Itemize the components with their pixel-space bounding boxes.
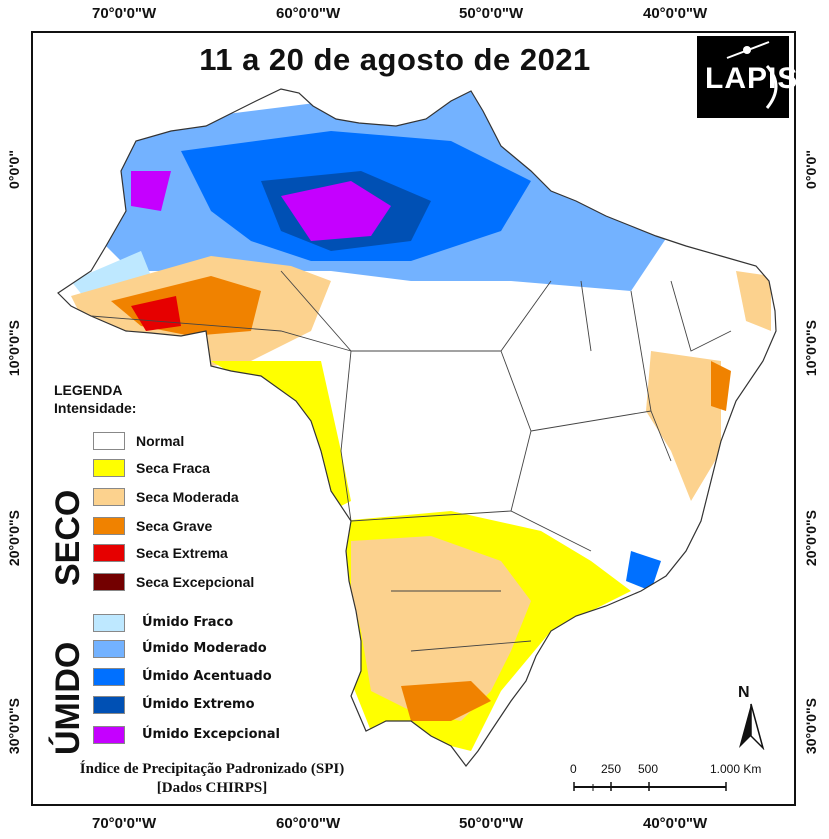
lat-tick-left-20s: 20°0'0"S bbox=[6, 510, 22, 567]
lat-tick-right-0: 0°0'0" bbox=[803, 150, 819, 189]
map-frame bbox=[31, 31, 796, 806]
index-caption-line1: Índice de Precipitação Padronizado (SPI) bbox=[79, 761, 345, 777]
lon-tick-top-70w: 70°0'0"W bbox=[92, 5, 157, 22]
legend-label-normal: Normal bbox=[136, 433, 185, 449]
north-arrow-icon bbox=[739, 703, 765, 750]
legend-label-umido-extremo: Úmido Extremo bbox=[142, 697, 255, 712]
map-title: 11 a 20 de agosto de 2021 bbox=[199, 42, 591, 77]
lat-tick-right-10s: 10°0'0"S bbox=[803, 320, 819, 377]
legend-swatch-seca-extrema bbox=[93, 544, 125, 562]
lapis-logo: LAPIS bbox=[697, 36, 797, 118]
scale-label-0: 0 bbox=[570, 762, 577, 776]
legend-group-dry: SECO bbox=[49, 489, 87, 586]
legend-swatch-umido-excepcional bbox=[93, 726, 125, 744]
legend-label-umido-fraco: Úmido Fraco bbox=[142, 615, 234, 630]
lon-tick-top-40w: 40°0'0"W bbox=[643, 5, 708, 22]
legend-swatch-umido-extremo bbox=[93, 696, 125, 714]
lat-tick-right-20s: 20°0'0"S bbox=[803, 510, 819, 567]
lon-tick-bottom-40w: 40°0'0"W bbox=[643, 815, 708, 832]
legend-swatch-umido-fraco bbox=[93, 614, 125, 632]
north-label: N bbox=[738, 684, 750, 701]
legend-title: LEGENDA Intensidade: bbox=[54, 381, 136, 417]
lat-tick-right-30s: 30°0'0"S bbox=[803, 698, 819, 755]
legend-label-seca-fraca: Seca Fraca bbox=[136, 460, 210, 476]
scale-label-500: 500 bbox=[638, 762, 659, 776]
legend-subheading: Intensidade: bbox=[54, 400, 137, 416]
lon-tick-bottom-70w: 70°0'0"W bbox=[92, 815, 157, 832]
legend-label-seca-excepcional: Seca Excepcional bbox=[136, 574, 255, 590]
lon-tick-bottom-50w: 50°0'0"W bbox=[459, 815, 524, 832]
lon-tick-top-60w: 60°0'0"W bbox=[276, 5, 341, 22]
index-caption: Índice de Precipitação Padronizado (SPI)… bbox=[52, 760, 372, 798]
legend-swatch-umido-moderado bbox=[93, 640, 125, 658]
legend-swatch-umido-acentuado bbox=[93, 668, 125, 686]
lon-tick-bottom-60w: 60°0'0"W bbox=[276, 815, 341, 832]
legend-swatch-seca-fraca bbox=[93, 459, 125, 477]
legend-swatch-normal bbox=[93, 432, 125, 450]
scale-label-1000: 1.000 Km bbox=[710, 762, 762, 776]
index-caption-line2: [Dados CHIRPS] bbox=[156, 780, 268, 796]
logo-text: LAPIS bbox=[705, 62, 799, 95]
lat-tick-left-10s: 10°0'0"S bbox=[6, 320, 22, 377]
scale-label-250: 250 bbox=[601, 762, 622, 776]
scale-bar bbox=[573, 782, 727, 791]
legend-label-umido-excepcional: Úmido Excepcional bbox=[142, 727, 280, 742]
brazil-map bbox=[57, 88, 777, 767]
legend-swatch-seca-moderada bbox=[93, 488, 125, 506]
legend-label-seca-moderada: Seca Moderada bbox=[136, 489, 239, 505]
lon-tick-top-50w: 50°0'0"W bbox=[459, 5, 524, 22]
lat-tick-left-30s: 30°0'0"S bbox=[6, 698, 22, 755]
legend-label-umido-acentuado: Úmido Acentuado bbox=[142, 669, 272, 684]
legend-label-seca-extrema: Seca Extrema bbox=[136, 545, 228, 561]
lat-tick-left-0: 0°0'0" bbox=[6, 150, 22, 189]
legend-swatch-seca-excepcional bbox=[93, 573, 125, 591]
legend-swatch-seca-grave bbox=[93, 517, 125, 535]
legend-group-wet: ÚMIDO bbox=[49, 641, 87, 755]
legend-label-umido-moderado: Úmido Moderado bbox=[142, 641, 267, 656]
satellite-icon bbox=[726, 41, 778, 109]
legend-heading: LEGENDA bbox=[54, 382, 123, 398]
legend-label-seca-grave: Seca Grave bbox=[136, 518, 213, 534]
